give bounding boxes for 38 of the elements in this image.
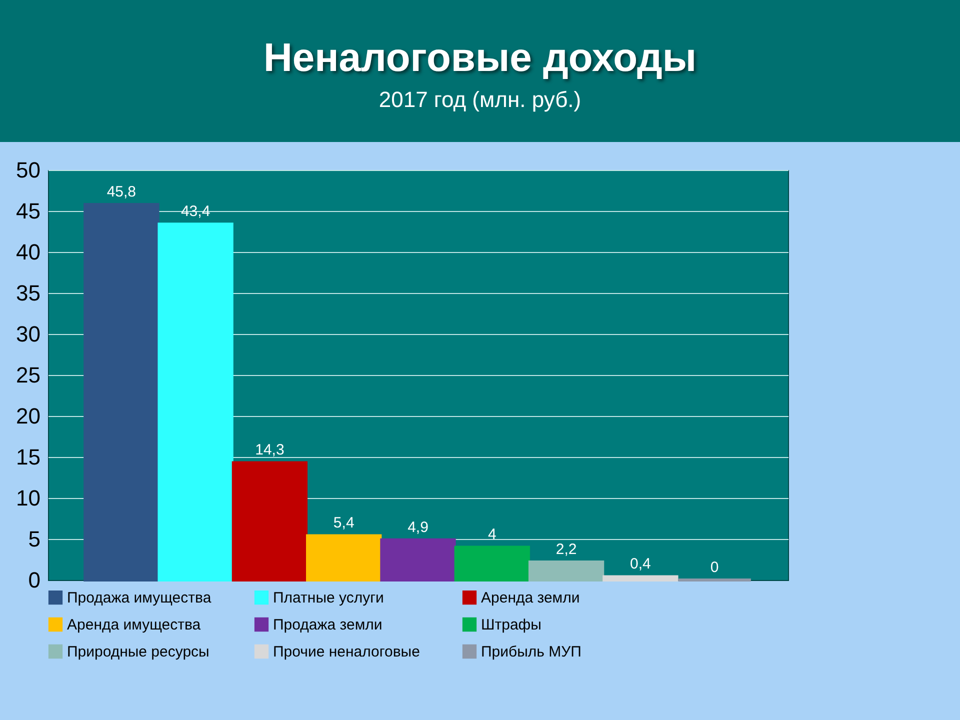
- y-tick-label: 35: [16, 280, 40, 306]
- legend-label: Природные ресурсы: [67, 644, 210, 660]
- data-label: 0: [710, 559, 719, 576]
- bar: [380, 538, 456, 582]
- legend-label: Прибыль МУП: [481, 644, 582, 660]
- data-label: 5,4: [333, 514, 354, 532]
- legend-label: Прочие неналоговые: [273, 644, 420, 660]
- y-tick-label: 40: [16, 240, 40, 264]
- chart-title: Неналоговые доходы: [262, 35, 698, 81]
- bar: [454, 546, 530, 582]
- y-tick-label: 5: [28, 526, 40, 552]
- legend-label: Аренда земли: [481, 590, 580, 607]
- data-label: 4: [488, 526, 496, 544]
- data-label: 14,3: [255, 442, 284, 459]
- y-tick-label: 20: [16, 404, 40, 428]
- y-tick-label: 30: [16, 322, 40, 346]
- data-label: 0,4: [630, 556, 651, 573]
- chart-subtitle: 2017 год (млн. руб.): [378, 87, 582, 113]
- y-tick-label: 50: [16, 158, 40, 182]
- legend-label: Продажа имущества: [67, 590, 212, 607]
- data-label: 2,2: [556, 540, 577, 558]
- y-tick-label: 0: [28, 568, 40, 592]
- bar: [84, 202, 160, 582]
- bar: [528, 560, 604, 582]
- y-tick-label: 10: [16, 486, 40, 510]
- legend-label: Платные услуги: [273, 590, 384, 607]
- bar: [232, 461, 308, 582]
- bar: [602, 575, 678, 582]
- legend-label: Штрафы: [481, 616, 542, 634]
- bar: [306, 534, 382, 582]
- data-label: 4,9: [408, 518, 428, 536]
- bar: [158, 222, 234, 582]
- legend-label: Продажа земли: [273, 616, 382, 634]
- y-tick-label: 15: [16, 444, 40, 470]
- data-label: 45,8: [106, 183, 136, 200]
- y-tick-label: 45: [16, 198, 40, 224]
- legend-label: Аренда имущества: [67, 616, 202, 634]
- y-tick-label: 25: [16, 362, 40, 388]
